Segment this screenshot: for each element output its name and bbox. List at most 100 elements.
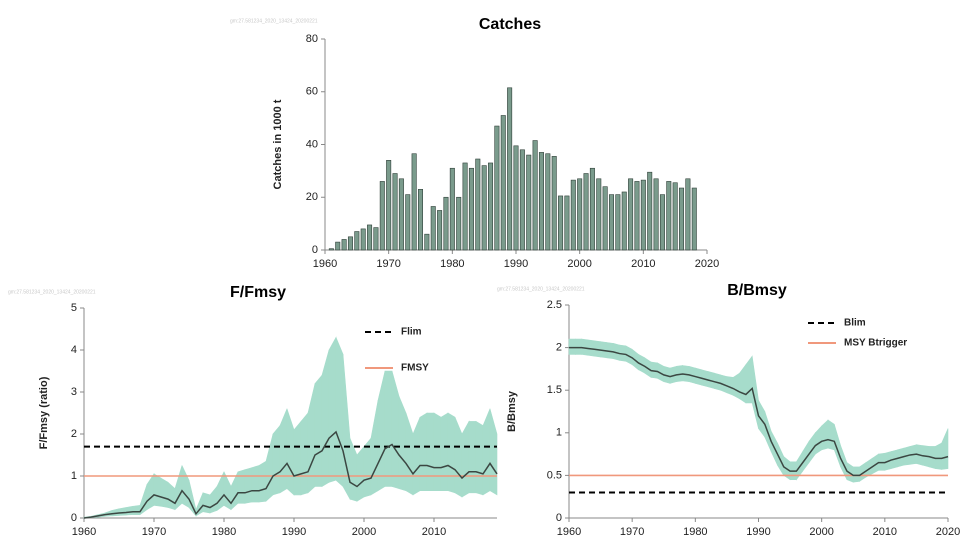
watermark: gm:27.581234_2020_13424_20200221: [230, 18, 318, 24]
bar: [379, 181, 385, 251]
confidence-band: [216, 471, 225, 512]
bar: [621, 191, 627, 251]
confidence-band: [568, 338, 576, 355]
bar: [659, 194, 665, 251]
y-tick-label: 4: [71, 344, 77, 356]
bar: [494, 125, 500, 251]
x-tick-label: 1980: [683, 526, 707, 538]
bar: [449, 167, 455, 251]
x-tick-label: 1980: [212, 526, 236, 538]
confidence-band: [286, 408, 295, 496]
chart-title: Catches: [479, 16, 541, 33]
confidence-band: [941, 428, 949, 470]
median-line: [83, 430, 498, 519]
confidence-band: [575, 338, 582, 355]
confidence-band: [125, 505, 134, 516]
confidence-band: [230, 471, 239, 511]
confidence-band: [433, 412, 442, 492]
bar: [411, 153, 417, 251]
bar: [551, 156, 557, 251]
bar: [608, 194, 614, 251]
confidence-band: [202, 492, 211, 514]
bar: [596, 178, 602, 251]
confidence-band: [461, 420, 470, 498]
bar: [545, 153, 551, 251]
bar: [405, 194, 411, 251]
bar: [519, 149, 525, 251]
confidence-band: [419, 412, 428, 492]
bar: [430, 206, 436, 251]
confidence-band: [840, 445, 848, 480]
bar: [488, 162, 494, 251]
x-tick-label: 1990: [746, 526, 770, 538]
y-tick-label: 0: [71, 512, 77, 524]
x-tick-label: 2010: [873, 526, 897, 538]
bar: [634, 181, 640, 251]
x-tick-label: 1970: [620, 526, 644, 538]
confidence-band: [251, 465, 260, 503]
x-tick-label: 1960: [557, 526, 581, 538]
bar: [360, 228, 366, 251]
confidence-band: [118, 507, 127, 516]
confidence-band: [244, 467, 253, 504]
bar: [538, 152, 544, 251]
confidence-band: [739, 363, 747, 404]
confidence-band: [440, 412, 449, 492]
confidence-band: [935, 442, 942, 470]
legend-label: MSY Btrigger: [844, 338, 907, 349]
confidence-band: [111, 508, 120, 517]
confidence-band: [732, 372, 740, 400]
confidence-band: [272, 424, 281, 496]
y-tick-label: 60: [306, 86, 318, 98]
bar: [354, 231, 360, 251]
confidence-band: [426, 412, 435, 492]
y-tick-label: 1: [71, 470, 77, 482]
y-tick-label: 2: [71, 428, 77, 440]
median-line: [569, 346, 949, 477]
confidence-band: [153, 473, 162, 507]
y-tick-label: 0: [312, 244, 318, 256]
confidence-band: [167, 481, 176, 511]
bar: [564, 195, 570, 251]
confidence-band: [852, 466, 860, 483]
bar: [475, 158, 481, 251]
confidence-band: [300, 412, 309, 496]
bar: [628, 178, 634, 251]
x-tick-label: 2000: [567, 258, 591, 270]
x-tick-label: 1990: [282, 526, 306, 538]
bar: [589, 167, 595, 251]
bar: [685, 178, 691, 251]
bar: [640, 179, 646, 251]
x-tick-label: 1970: [376, 258, 400, 270]
confidence-band: [223, 471, 232, 511]
bar: [373, 227, 379, 251]
y-tick-label: 2.5: [547, 299, 562, 311]
y-tick-label: 1: [556, 427, 562, 439]
confidence-band: [489, 408, 498, 496]
confidence-band: [412, 417, 421, 496]
bar: [417, 189, 423, 251]
confidence-band: [146, 472, 155, 511]
confidence-band: [132, 505, 141, 515]
x-tick-label: 2010: [422, 526, 446, 538]
confidence-band: [293, 420, 302, 496]
y-tick-label: 20: [306, 191, 318, 203]
bar: [526, 154, 532, 251]
bar: [558, 195, 564, 251]
y-tick-label: 3: [71, 386, 77, 398]
confidence-band: [258, 460, 267, 503]
confidence-band: [335, 337, 344, 488]
legend-label: FMSY: [401, 363, 429, 374]
bar: [666, 181, 672, 251]
bar: [398, 178, 404, 251]
bar: [672, 182, 678, 251]
confidence-band: [405, 412, 414, 496]
y-tick-label: 40: [306, 138, 318, 150]
bar: [347, 236, 353, 251]
bar: [462, 162, 468, 251]
x-tick-label: 1980: [440, 258, 464, 270]
bar: [424, 233, 430, 251]
confidence-band: [160, 477, 169, 508]
y-tick-label: 0: [556, 512, 562, 524]
